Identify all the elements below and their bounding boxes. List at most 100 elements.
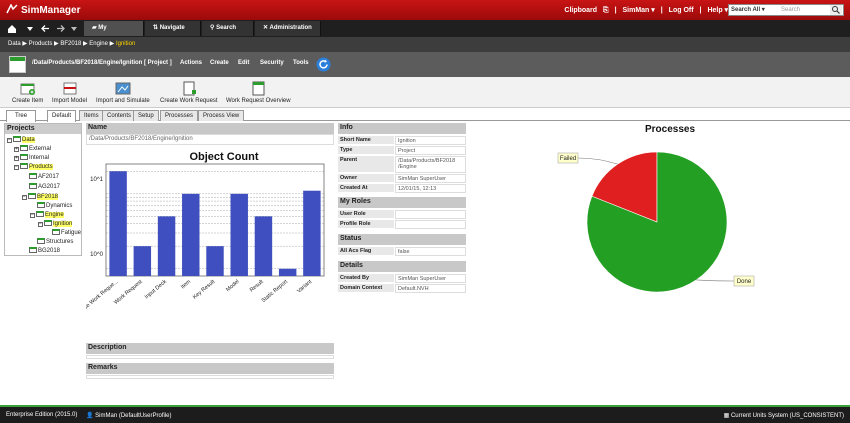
- collapse-icon[interactable]: −: [7, 137, 12, 143]
- search-scope-select[interactable]: Search All ▾: [731, 7, 765, 13]
- edit-menu[interactable]: Edit: [238, 60, 250, 66]
- security-menu[interactable]: Security: [260, 60, 284, 66]
- pie-label-box: [733, 275, 755, 287]
- actions-menu[interactable]: Actions: [180, 60, 203, 66]
- tools-icon: ✕: [263, 25, 270, 31]
- breadcrumb-products[interactable]: Products: [28, 41, 53, 47]
- x-tick-label: Item: [180, 279, 192, 291]
- bar[interactable]: [157, 216, 176, 276]
- tools-menu[interactable]: Tools: [293, 60, 309, 66]
- tree-node-external[interactable]: + External: [14, 145, 52, 152]
- name-section-header: Name: [86, 123, 334, 134]
- breadcrumb-engine[interactable]: Engine: [89, 41, 108, 47]
- tree-node-engine[interactable]: − Engine: [30, 211, 64, 218]
- details-section-header: Details: [338, 261, 466, 272]
- breadcrumb-data[interactable]: Data: [8, 41, 21, 47]
- log-off-link[interactable]: Log Off: [668, 7, 694, 14]
- pie-label: Failed: [560, 156, 576, 162]
- collapse-icon[interactable]: −: [14, 164, 19, 170]
- expand-icon[interactable]: +: [14, 155, 19, 161]
- my-roles-section-header: My Roles: [338, 197, 466, 208]
- tree-node-bg2018[interactable]: BG2018: [29, 247, 60, 254]
- tab-process-view[interactable]: Process View: [198, 110, 245, 121]
- tree-node-products[interactable]: − Products: [14, 163, 53, 170]
- current-user[interactable]: 👤 SimMan (DefaultUserProfile): [86, 413, 172, 419]
- bar[interactable]: [133, 246, 152, 276]
- tab-setup[interactable]: Setup: [133, 110, 159, 121]
- breadcrumb-separator: ▶: [83, 41, 88, 47]
- folder-icon: [52, 229, 60, 235]
- user-menu[interactable]: SimMan ▾: [622, 7, 655, 14]
- tab-processes[interactable]: Processes: [160, 110, 199, 121]
- tab-default[interactable]: Default: [47, 110, 77, 122]
- tab-my-workspace[interactable]: ▰ My Workspace: [84, 21, 144, 46]
- collapse-icon[interactable]: −: [22, 194, 27, 200]
- object-name-value: /Data/Products/BF2018/Engine/Ignition: [86, 134, 334, 145]
- role-row: Profile Role: [338, 220, 466, 229]
- status-bar: Enterprise Edition (2015.0) 👤 SimMan (De…: [0, 405, 850, 423]
- create-item-label: Create Item: [12, 98, 44, 104]
- create-work-request-button[interactable]: Create Work Request: [160, 81, 218, 104]
- search-icon: ⚲: [210, 25, 217, 31]
- collapse-icon[interactable]: −: [38, 221, 43, 227]
- breadcrumb-bf2018[interactable]: BF2018: [60, 41, 82, 47]
- header-separator: |: [660, 7, 663, 14]
- expand-icon[interactable]: +: [14, 146, 19, 152]
- info-row: Created At 12/01/15, 12:13: [338, 184, 466, 193]
- bar[interactable]: [254, 216, 273, 276]
- forward-dropdown-icon[interactable]: [70, 22, 78, 35]
- clipboard-icon: ⎘: [603, 7, 609, 14]
- tab-navigate[interactable]: ⇅ Navigate: [145, 21, 201, 36]
- tree-node-ignition[interactable]: − Ignition: [38, 220, 73, 227]
- remarks-value: [86, 375, 334, 379]
- pie-leader-line: [577, 157, 618, 165]
- tree-node-fatigue[interactable]: Fatigue: [52, 229, 81, 236]
- bar[interactable]: [206, 246, 224, 276]
- help-menu[interactable]: Help ▾: [707, 7, 729, 14]
- app-logo[interactable]: SimManager: [6, 4, 80, 16]
- tree-node-data[interactable]: − Data: [7, 136, 35, 143]
- forward-arrow-icon[interactable]: [56, 22, 66, 35]
- tree-node-af2017[interactable]: AF2017: [29, 173, 59, 180]
- search-input[interactable]: Search: [781, 7, 801, 13]
- work-request-overview-button[interactable]: Work Request Overview: [226, 81, 291, 104]
- tree-node-structures[interactable]: Structures: [37, 238, 73, 245]
- home-icon[interactable]: [6, 22, 18, 35]
- bar[interactable]: [303, 190, 321, 276]
- import-model-button[interactable]: Import Model: [52, 81, 87, 104]
- tab-contents[interactable]: Contents: [102, 110, 137, 121]
- history-dropdown-icon[interactable]: [26, 22, 34, 35]
- tree-node-internal[interactable]: + Internal: [14, 154, 50, 161]
- folder-icon: ▰: [92, 25, 99, 31]
- units-system[interactable]: ▦ Current Units System (US_CONSISTENT): [723, 413, 844, 419]
- search-icon[interactable]: [830, 5, 842, 15]
- tab-administration[interactable]: ✕ Administration: [255, 21, 321, 36]
- pie-slice[interactable]: [591, 151, 658, 223]
- folder-icon: [29, 173, 37, 179]
- tree-node-bf2018[interactable]: − BF2018: [22, 193, 59, 200]
- back-arrow-icon[interactable]: [40, 22, 50, 35]
- tab-items[interactable]: Items: [79, 110, 104, 121]
- create-menu[interactable]: Create: [210, 60, 229, 66]
- bar[interactable]: [278, 268, 297, 276]
- clipboard-link[interactable]: Clipboard: [564, 7, 598, 14]
- refresh-icon[interactable]: [316, 57, 331, 72]
- tab-search[interactable]: ⚲ Search: [202, 21, 254, 36]
- tree-node-dynamics[interactable]: Dynamics: [37, 202, 72, 209]
- tab-tree[interactable]: Tree: [6, 110, 36, 122]
- pie-labels: Failed Done: [557, 152, 755, 287]
- bar[interactable]: [182, 193, 200, 276]
- object-path-title: /Data/Products/BF2018/Engine/Ignition [ …: [32, 60, 172, 66]
- collapse-icon[interactable]: −: [30, 212, 35, 218]
- create-item-icon: [20, 83, 35, 95]
- chart-x-labels: Enterprise Work Reque...Work Request Inpu…: [86, 279, 314, 324]
- details-row: Domain Context Default.NVH: [338, 284, 466, 293]
- remarks-section-header: Remarks: [86, 363, 334, 374]
- create-item-button[interactable]: Create Item: [12, 81, 43, 104]
- bar[interactable]: [109, 171, 127, 276]
- pie-label-box: [557, 152, 579, 164]
- bar[interactable]: [230, 193, 248, 276]
- folder-icon: [29, 183, 37, 189]
- tree-node-ag2017[interactable]: AG2017: [29, 183, 60, 190]
- import-and-simulate-button[interactable]: Import and Simulate: [96, 81, 150, 104]
